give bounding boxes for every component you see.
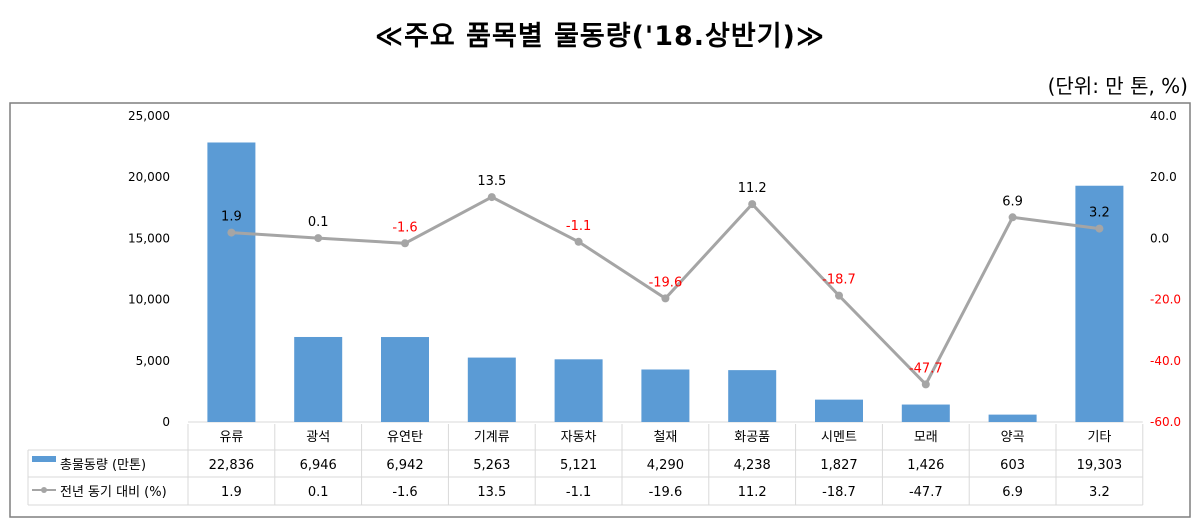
category-label: 화공품 [734,430,770,445]
category-label: 기계류 [474,430,510,445]
line-point [1008,213,1017,222]
legend-line-marker [41,487,47,493]
bar-모래 [901,404,950,422]
table-cell-change: -1.1 [566,485,591,500]
table-cell-volume: 603 [1000,458,1025,473]
bar-양곡 [988,414,1037,422]
data-label: -18.7 [822,273,856,288]
table-cell-change: 13.5 [477,485,506,500]
category-label: 기타 [1087,430,1111,445]
table-cell-change: -47.7 [909,485,943,500]
data-label: -47.7 [909,361,943,376]
bar-철재 [641,369,690,422]
legend-change: 전년 동기 대비 (%) [60,485,167,500]
data-label: -1.1 [566,219,591,234]
left-axis-tick-label: 0 [162,415,170,429]
table-cell-change: -18.7 [822,485,856,500]
data-label: 1.9 [221,210,242,225]
right-axis-tick-label: -20.0 [1150,293,1181,307]
line-point [401,239,409,248]
left-axis-tick-label: 20,000 [128,170,170,184]
unit-label: (단위: 만 톤, %) [1047,74,1188,98]
line-point [835,291,843,300]
bar-시멘트 [815,399,863,422]
table-cell-volume: 19,303 [1077,458,1123,473]
line-point [314,234,323,243]
legend-bar-icon [32,456,56,462]
yoy-change-line [231,195,1100,387]
table-cell-change: -1.6 [392,485,417,500]
table-cell-change: 6.9 [1002,485,1023,500]
table-cell-change: 0.1 [308,485,329,500]
bar-자동차 [554,359,603,422]
category-label: 자동차 [561,430,597,445]
left-axis-tick-label: 10,000 [128,293,170,307]
table-cell-volume: 5,263 [473,458,510,473]
bar-광석 [294,336,343,422]
bar-기계류 [467,357,516,422]
table-cell-volume: 22,836 [209,458,255,473]
table-cell-volume: 4,238 [734,458,771,473]
right-axis-tick-label: 40.0 [1150,109,1177,123]
category-label: 철재 [653,430,677,445]
table-cell-volume: 1,827 [820,458,857,473]
table-cell-change: 11.2 [738,485,767,500]
data-label: 3.2 [1089,206,1110,221]
left-axis-tick-label: 25,000 [128,109,170,123]
legend-volume: 총물동량 (만톤) [60,458,146,473]
data-label: 6.9 [1002,194,1023,209]
right-axis-tick-label: 20.0 [1150,170,1177,184]
line-point [748,200,757,209]
category-label: 광석 [306,430,330,445]
line-point [1095,224,1104,233]
category-label: 모래 [914,430,938,445]
table-cell-volume: 1,426 [907,458,944,473]
table-cell-change: 3.2 [1089,485,1110,500]
line-point [661,294,670,303]
table-cell-volume: 4,290 [647,458,684,473]
data-label: -1.6 [392,220,417,235]
right-axis-tick-label: 0.0 [1150,231,1169,245]
line-point [487,193,496,202]
chart-title: ≪주요 품목별 물동량('18.상반기)≫ [374,21,826,52]
line-point [227,228,236,237]
table-cell-change: -19.6 [649,485,683,500]
category-label: 유연탄 [387,430,423,445]
table-cell-change: 1.9 [221,485,242,500]
data-label: 0.1 [308,215,329,230]
table-cell-volume: 5,121 [560,458,597,473]
left-axis-tick-label: 15,000 [128,231,170,245]
category-label: 시멘트 [821,430,857,445]
bar-화공품 [728,370,777,422]
left-axis-tick-label: 5,000 [136,354,170,368]
table-cell-volume: 6,942 [386,458,423,473]
line-point [574,237,583,246]
chart-frame [9,102,1191,518]
data-label: -19.6 [649,275,683,290]
bar-유류 [207,142,256,422]
data-label: 11.2 [738,181,767,196]
line-point [921,380,930,389]
right-axis-tick-label: -60.0 [1150,415,1181,429]
right-axis-tick-label: -40.0 [1150,354,1181,368]
category-label: 유류 [219,430,243,445]
bar-기타 [1075,185,1124,422]
data-label: 13.5 [477,174,506,189]
category-label: 양곡 [1001,430,1025,445]
table-cell-volume: 6,946 [300,458,337,473]
bar-유연탄 [381,337,429,422]
